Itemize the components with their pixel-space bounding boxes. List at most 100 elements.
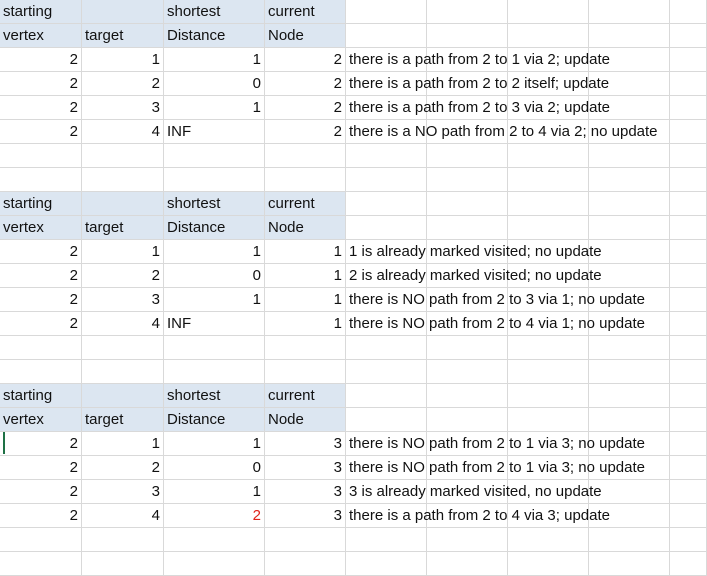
empty-cell[interactable] — [82, 552, 164, 576]
empty-cell[interactable] — [589, 216, 670, 240]
starting-vertex-cell[interactable]: 2 — [0, 240, 82, 264]
empty-cell[interactable] — [508, 528, 589, 552]
header-cell[interactable]: starting — [0, 0, 82, 24]
empty-cell[interactable] — [0, 360, 82, 384]
shortest-distance-cell[interactable]: 1 — [164, 480, 265, 504]
starting-vertex-cell[interactable]: 2 — [0, 96, 82, 120]
empty-cell[interactable] — [670, 72, 707, 96]
empty-cell[interactable] — [164, 144, 265, 168]
empty-cell[interactable] — [346, 504, 427, 528]
empty-cell[interactable] — [508, 288, 589, 312]
empty-cell[interactable] — [265, 552, 346, 576]
empty-cell[interactable] — [0, 552, 82, 576]
empty-cell[interactable] — [346, 72, 427, 96]
target-cell[interactable]: 2 — [82, 456, 164, 480]
empty-cell[interactable] — [670, 504, 707, 528]
empty-cell[interactable] — [164, 552, 265, 576]
empty-cell[interactable] — [427, 120, 508, 144]
empty-cell[interactable] — [589, 312, 670, 336]
empty-cell[interactable] — [589, 264, 670, 288]
empty-cell[interactable] — [427, 384, 508, 408]
empty-cell[interactable] — [346, 360, 427, 384]
target-cell[interactable]: 3 — [82, 96, 164, 120]
empty-cell[interactable] — [589, 528, 670, 552]
empty-cell[interactable] — [508, 48, 589, 72]
empty-cell[interactable] — [427, 0, 508, 24]
empty-cell[interactable] — [346, 24, 427, 48]
shortest-distance-cell[interactable]: 1 — [164, 96, 265, 120]
starting-vertex-cell[interactable]: 2 — [0, 72, 82, 96]
empty-cell[interactable] — [82, 360, 164, 384]
empty-cell[interactable] — [589, 144, 670, 168]
current-node-cell[interactable]: 3 — [265, 480, 346, 504]
header-cell[interactable] — [82, 384, 164, 408]
empty-cell[interactable] — [670, 240, 707, 264]
empty-cell[interactable] — [0, 528, 82, 552]
header-cell[interactable]: vertex — [0, 216, 82, 240]
empty-cell[interactable] — [164, 528, 265, 552]
target-cell[interactable]: 4 — [82, 120, 164, 144]
current-node-cell[interactable]: 2 — [265, 96, 346, 120]
empty-cell[interactable] — [346, 336, 427, 360]
empty-cell[interactable] — [265, 528, 346, 552]
empty-cell[interactable] — [670, 456, 707, 480]
target-cell[interactable]: 1 — [82, 240, 164, 264]
empty-cell[interactable] — [508, 384, 589, 408]
target-cell[interactable]: 3 — [82, 480, 164, 504]
empty-cell[interactable] — [508, 24, 589, 48]
target-cell[interactable]: 2 — [82, 264, 164, 288]
shortest-distance-cell[interactable]: 2 — [164, 504, 265, 528]
empty-cell[interactable] — [508, 312, 589, 336]
empty-cell[interactable] — [427, 456, 508, 480]
header-cell[interactable]: target — [82, 24, 164, 48]
empty-cell[interactable] — [589, 408, 670, 432]
empty-cell[interactable] — [508, 0, 589, 24]
current-node-cell[interactable]: 2 — [265, 48, 346, 72]
shortest-distance-cell[interactable]: 1 — [164, 240, 265, 264]
empty-cell[interactable] — [670, 312, 707, 336]
empty-cell[interactable] — [508, 336, 589, 360]
empty-cell[interactable] — [508, 192, 589, 216]
target-cell[interactable]: 1 — [82, 432, 164, 456]
empty-cell[interactable] — [508, 144, 589, 168]
empty-cell[interactable] — [265, 336, 346, 360]
empty-cell[interactable] — [670, 288, 707, 312]
current-node-cell[interactable]: 1 — [265, 264, 346, 288]
empty-cell[interactable] — [346, 48, 427, 72]
header-cell[interactable]: starting — [0, 384, 82, 408]
empty-cell[interactable] — [427, 336, 508, 360]
empty-cell[interactable] — [427, 360, 508, 384]
header-cell[interactable]: Distance — [164, 24, 265, 48]
starting-vertex-cell[interactable]: 2 — [0, 432, 82, 456]
header-cell[interactable]: vertex — [0, 24, 82, 48]
empty-cell[interactable] — [589, 288, 670, 312]
header-cell[interactable]: shortest — [164, 384, 265, 408]
empty-cell[interactable] — [670, 480, 707, 504]
empty-cell[interactable] — [508, 456, 589, 480]
empty-cell[interactable] — [670, 168, 707, 192]
header-cell[interactable]: Node — [265, 216, 346, 240]
header-cell[interactable]: current — [265, 192, 346, 216]
empty-cell[interactable] — [427, 552, 508, 576]
empty-cell[interactable] — [427, 24, 508, 48]
empty-cell[interactable] — [670, 336, 707, 360]
shortest-distance-cell[interactable]: 0 — [164, 456, 265, 480]
empty-cell[interactable] — [589, 192, 670, 216]
header-cell[interactable]: starting — [0, 192, 82, 216]
header-cell[interactable]: target — [82, 216, 164, 240]
empty-cell[interactable] — [508, 360, 589, 384]
empty-cell[interactable] — [589, 552, 670, 576]
empty-cell[interactable] — [589, 432, 670, 456]
empty-cell[interactable] — [508, 168, 589, 192]
header-cell[interactable]: shortest — [164, 0, 265, 24]
empty-cell[interactable] — [427, 432, 508, 456]
empty-cell[interactable] — [589, 504, 670, 528]
current-node-cell[interactable]: 2 — [265, 120, 346, 144]
empty-cell[interactable] — [670, 360, 707, 384]
current-node-cell[interactable]: 1 — [265, 288, 346, 312]
target-cell[interactable]: 2 — [82, 72, 164, 96]
empty-cell[interactable] — [0, 168, 82, 192]
empty-cell[interactable] — [670, 120, 707, 144]
empty-cell[interactable] — [427, 288, 508, 312]
